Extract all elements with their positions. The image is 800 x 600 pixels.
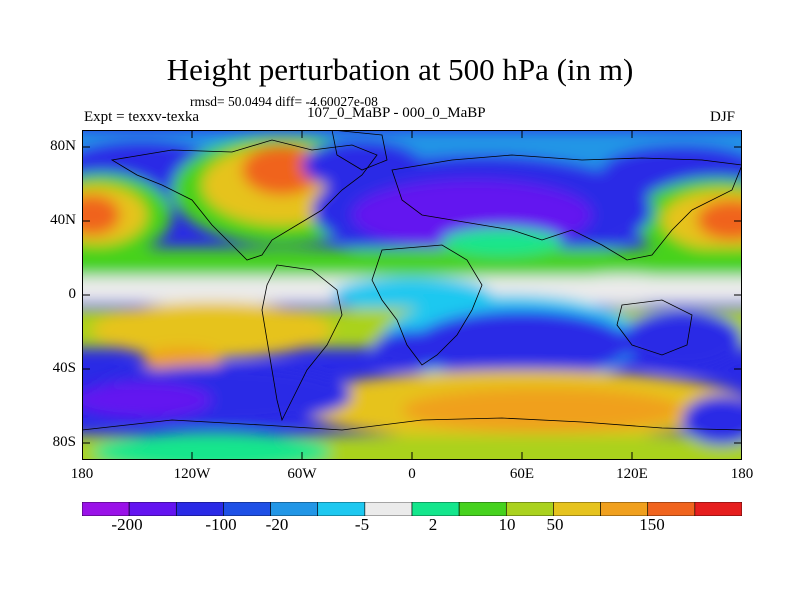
colorbar-swatch <box>317 502 366 516</box>
lon-label-120w: 120W <box>173 466 211 482</box>
colorbar-label: 150 <box>639 515 665 534</box>
plot-title: Height perturbation at 500 hPa (in m) <box>166 52 634 87</box>
colorbar-label: -100 <box>205 515 237 534</box>
lat-label-0: 0 <box>68 286 77 302</box>
lon-label-120e: 120E <box>616 466 648 482</box>
contour-field <box>82 130 742 460</box>
continent-outlines <box>82 130 742 431</box>
comparison-label: 107_0_MaBP - 000_0_MaBP <box>307 105 486 121</box>
colorbar-swatch <box>270 502 319 516</box>
colorbar-swatch <box>82 502 130 516</box>
colorbar-swatch <box>505 502 554 516</box>
rmsd-diff-stats: rmsd= 50.0494 diff= -4.60027e-08 <box>190 94 378 109</box>
lat-label-40s: 40S <box>52 360 76 376</box>
colorbar-label: 10 <box>498 515 516 534</box>
colorbar <box>82 502 742 516</box>
experiment-label: Expt = texxv-texka <box>84 109 200 125</box>
lat-label-80s: 80S <box>52 434 76 450</box>
lon-label-180w: 180 <box>70 466 94 482</box>
colorbar-swatch <box>647 502 696 516</box>
lon-label-60w: 60W <box>287 466 317 482</box>
colorbar-swatch <box>175 502 224 516</box>
lon-label-60e: 60E <box>509 466 535 482</box>
colorbar-swatch <box>694 502 742 516</box>
colorbar-swatch <box>458 502 507 516</box>
lon-label-180e: 180 <box>730 466 754 482</box>
colorbar-label: -200 <box>111 515 143 534</box>
axis-ticks <box>82 130 742 460</box>
colorbar-label: 50 <box>546 515 564 534</box>
lat-label-40n: 40N <box>50 212 76 228</box>
colorbar-swatch <box>364 502 413 516</box>
lon-label-0: 0 <box>408 466 416 482</box>
colorbar-swatch <box>223 502 271 516</box>
colorbar-swatch <box>553 502 601 516</box>
colorbar-label: 2 <box>428 515 438 534</box>
colorbar-label: -5 <box>354 515 370 534</box>
season-label: DJF <box>710 109 736 125</box>
colorbar-swatch <box>600 502 649 516</box>
height-perturbation-map <box>82 130 742 460</box>
colorbar-label: -20 <box>265 515 289 534</box>
lat-label-80n: 80N <box>50 138 76 154</box>
colorbar-swatch <box>128 502 177 516</box>
colorbar-swatch <box>411 502 460 516</box>
